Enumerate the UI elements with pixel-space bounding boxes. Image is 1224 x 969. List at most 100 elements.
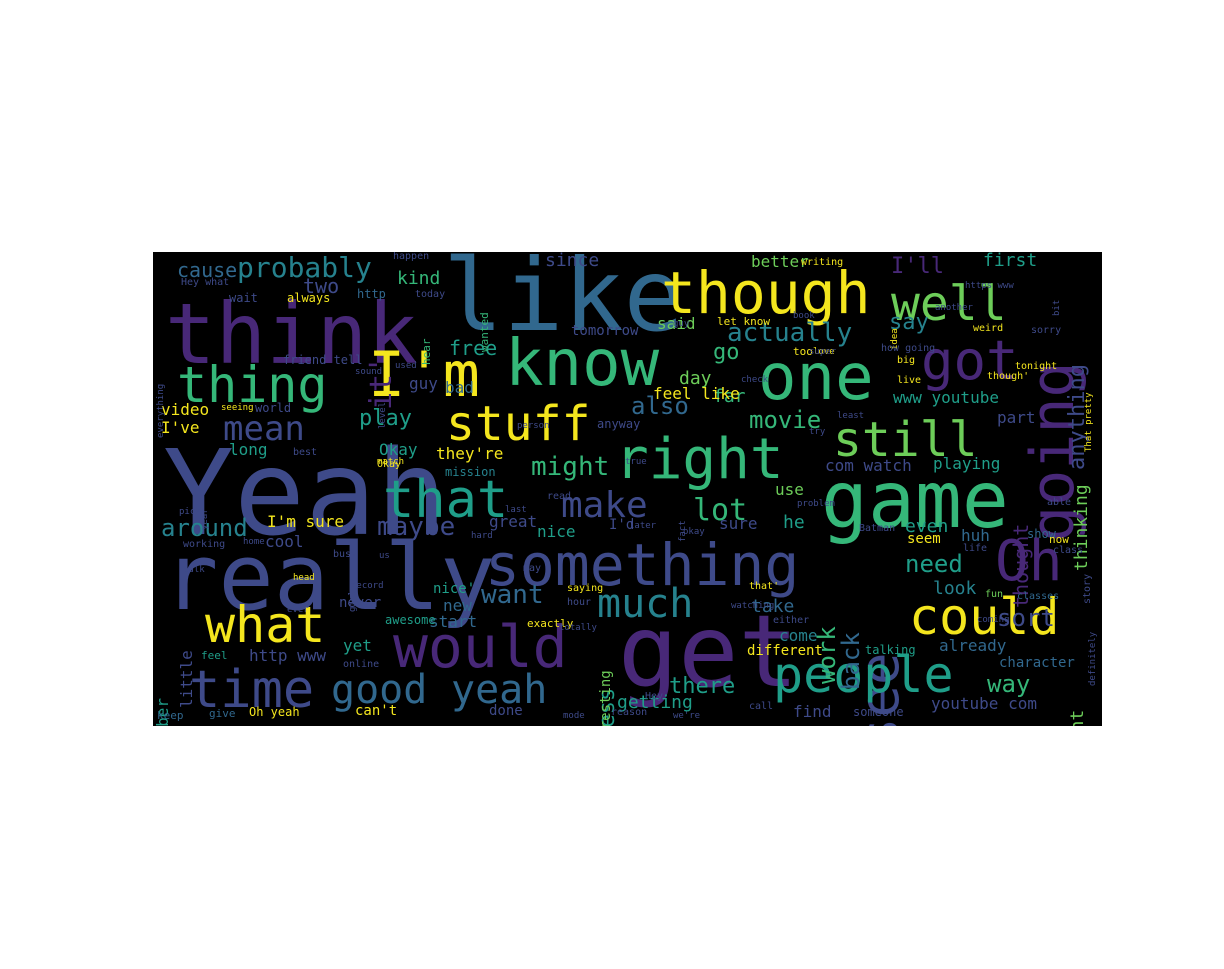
word: bad [445, 378, 474, 397]
word: either [773, 615, 810, 626]
word: writing [801, 257, 844, 268]
word: today [415, 289, 446, 300]
word: totally [559, 623, 597, 633]
word: around [161, 514, 248, 542]
word: nice [537, 522, 576, 541]
word: go [713, 340, 740, 365]
word: since [545, 252, 600, 271]
word: record [351, 581, 384, 591]
word: sort [997, 604, 1055, 632]
word: Oh yeah [249, 705, 300, 719]
word: cause [177, 258, 238, 282]
word: something [485, 531, 800, 599]
word: home [243, 537, 265, 547]
word: let know [717, 315, 770, 328]
word: definitely [1088, 631, 1098, 686]
word: stuff [446, 396, 591, 452]
word: he [783, 512, 805, 533]
word: http [357, 287, 386, 301]
word: little [177, 650, 196, 708]
word: exactly [527, 617, 574, 630]
word: weird [973, 323, 1004, 334]
word: though' [987, 371, 1030, 382]
word: talking [865, 643, 916, 657]
word: www youtube [893, 388, 999, 407]
word: tonight [1015, 361, 1058, 372]
word: another [935, 303, 973, 313]
word: Hey [645, 691, 664, 702]
word: fact [678, 520, 688, 542]
word: good [331, 667, 428, 713]
word: got [921, 329, 1019, 392]
word: ever [287, 605, 309, 615]
word: though [661, 259, 871, 327]
word: people [773, 646, 954, 704]
word: way [987, 670, 1031, 698]
word: year [200, 508, 210, 530]
word: give [209, 707, 236, 720]
word: last [505, 505, 527, 515]
word: super [809, 347, 837, 357]
word: us [379, 551, 390, 561]
word: they're [436, 444, 504, 463]
word: seeing [221, 403, 254, 413]
word: there [669, 674, 736, 699]
word: world [255, 401, 292, 415]
word: well [891, 276, 1007, 332]
word: able [1047, 497, 1072, 508]
word: done [489, 703, 523, 719]
word: Okay [379, 440, 418, 459]
word: happen [393, 252, 430, 262]
word: I'm sure [267, 512, 345, 531]
word: hear [420, 338, 433, 366]
word: level [378, 401, 388, 429]
word: thinking [1071, 484, 1092, 571]
word: I'd [609, 517, 635, 533]
word: book [793, 311, 815, 321]
word: how going [881, 343, 936, 354]
word: look [933, 578, 977, 599]
word: class [1053, 545, 1084, 556]
word: would [393, 613, 568, 681]
word: new [443, 596, 472, 615]
word: keep [157, 709, 184, 722]
word: mission [445, 465, 496, 479]
word: try [809, 427, 826, 437]
word: coming [977, 615, 1010, 625]
word: guy [673, 319, 690, 329]
word: head [293, 573, 315, 583]
word: probably [237, 252, 372, 284]
word: make [561, 485, 648, 526]
word: much [597, 581, 694, 627]
word: best [293, 447, 318, 458]
word: I'm [368, 338, 480, 411]
word: first [983, 252, 1038, 271]
word: need [905, 550, 963, 578]
word: huh [961, 526, 990, 545]
word: sorry [1031, 325, 1062, 336]
word: Hey what [181, 277, 230, 288]
word: story [1082, 573, 1093, 604]
word: feel [201, 649, 228, 662]
word: back [837, 632, 865, 690]
word: could [909, 588, 1060, 646]
word: sound [355, 367, 383, 377]
word: can't [355, 703, 398, 719]
word: problem [797, 499, 835, 509]
word: online [343, 659, 380, 670]
word: playing [933, 454, 1001, 473]
word: maybe [377, 512, 456, 542]
word: lot [693, 493, 748, 528]
word: video [161, 400, 210, 419]
word: sure [719, 514, 758, 533]
word: two [303, 274, 340, 298]
word: http www [249, 646, 327, 665]
word: we're [673, 711, 701, 721]
word: true [625, 457, 647, 467]
word: love [813, 347, 835, 357]
word: reason [611, 707, 648, 718]
word: that [383, 470, 509, 530]
word: too [793, 345, 813, 358]
word: yet [343, 636, 372, 655]
word: watching [731, 601, 775, 611]
